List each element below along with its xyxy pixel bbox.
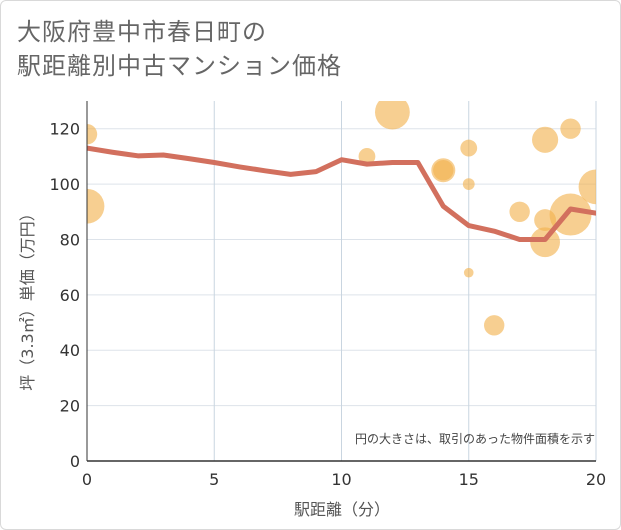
chart-axes xyxy=(86,101,596,462)
x-axis-title: 駅距離（分） xyxy=(294,500,390,519)
y-tick-label: 100 xyxy=(49,175,80,194)
bubble-point xyxy=(578,169,596,205)
x-tick-label: 15 xyxy=(459,470,479,489)
bubble-point xyxy=(560,118,581,139)
x-tick-label: 0 xyxy=(82,470,92,489)
y-tick-label: 20 xyxy=(60,397,80,416)
y-tick-label: 60 xyxy=(60,286,80,305)
y-tick-label: 120 xyxy=(49,120,80,139)
bubble-size-note: 円の大きさは、取引のあった物件面積を示す xyxy=(355,431,595,446)
bubble-point xyxy=(530,227,560,258)
y-tick-label: 80 xyxy=(60,230,80,249)
x-tick-label: 20 xyxy=(586,470,606,489)
bubble-point xyxy=(87,124,98,145)
bubble-layer xyxy=(87,101,596,336)
bubble-point xyxy=(484,315,505,336)
bubble-point xyxy=(460,139,478,157)
bubble-point xyxy=(433,160,454,181)
chart-title-line-2: 駅距離別中古マンション価格 xyxy=(17,52,342,80)
average-price-line xyxy=(87,145,596,242)
x-tick-label: 5 xyxy=(209,470,219,489)
line-layer xyxy=(87,145,596,242)
chart-title: 大阪府豊中市春日町の 駅距離別中古マンション価格 xyxy=(17,15,342,83)
bubble-point xyxy=(358,147,376,165)
bubble-point xyxy=(87,188,105,224)
x-tick-label: 10 xyxy=(331,470,351,489)
y-tick-label: 0 xyxy=(70,452,80,471)
y-tick-label: 40 xyxy=(60,341,80,360)
y-axis-title: 坪（3.3㎡）単価（万円） xyxy=(18,205,37,390)
bubble-point xyxy=(462,178,475,190)
bubble-point xyxy=(532,126,559,153)
chart-title-line-1: 大阪府豊中市春日町の xyxy=(17,18,267,46)
bubble-point xyxy=(463,267,474,278)
tick-labels: 0 20 40 60 80 100 120 0 5 10 15 20 xyxy=(49,120,606,489)
bubble-point xyxy=(509,201,530,222)
bubble-point xyxy=(375,101,410,130)
